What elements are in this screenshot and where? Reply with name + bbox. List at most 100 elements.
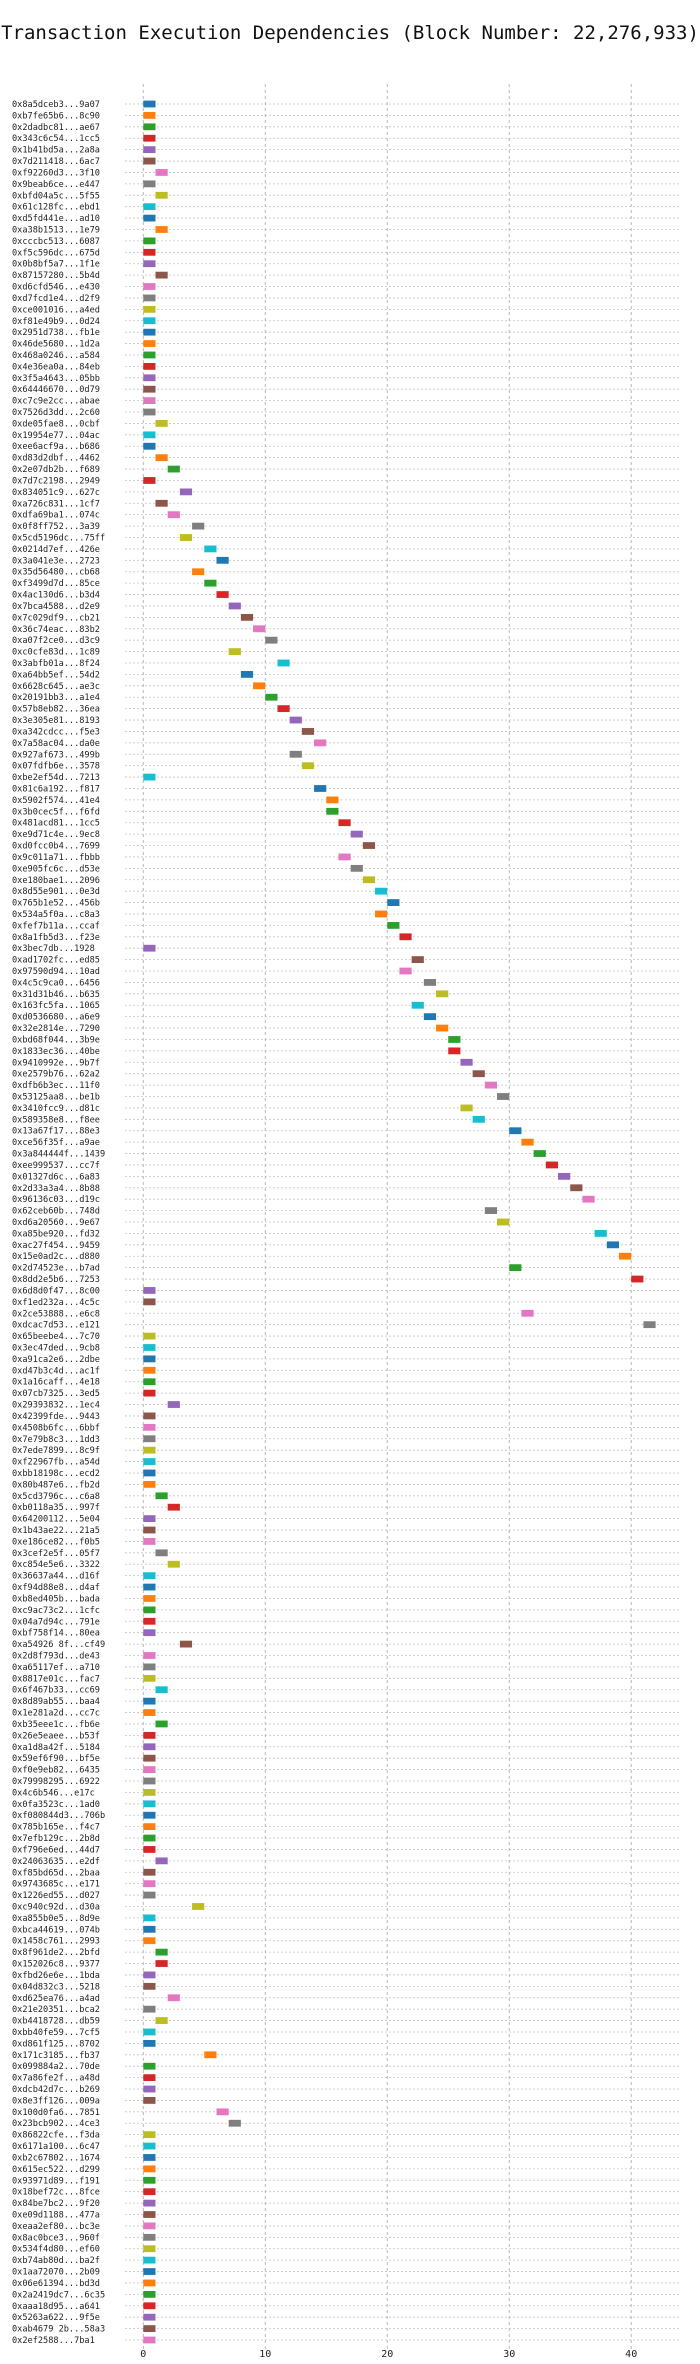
transaction-bar <box>155 1720 168 1728</box>
transaction-label: 0xdfb6b3ec...11f0 <box>12 1081 100 1091</box>
transaction-bar <box>143 1332 156 1340</box>
transaction-bar <box>143 442 156 450</box>
transaction-bar <box>143 2325 156 2332</box>
transaction-label: 0xe9d71c4e...9ec8 <box>12 830 100 840</box>
transaction-label: 0x765b1e52...456b <box>12 899 100 909</box>
transaction-label: 0x927af673...499b <box>12 750 100 760</box>
transaction-label: 0x65beebe4...7c70 <box>12 1332 100 1342</box>
transaction-bar <box>143 1287 156 1294</box>
transaction-label: 0x8f961de2...2bfd <box>12 1948 100 1958</box>
transaction-bar <box>143 248 156 256</box>
transaction-bar <box>314 785 327 792</box>
transaction-label: 0xce001016...a4ed <box>12 305 100 315</box>
transaction-bar <box>155 420 168 427</box>
transaction-label: 0xbfd04a5c...5f55 <box>12 191 100 201</box>
transaction-bar <box>216 556 229 564</box>
transaction-bar <box>143 1583 156 1591</box>
transaction-bar <box>375 910 388 918</box>
transaction-label: 0xd625ea76...a4ad <box>12 1994 100 2004</box>
transaction-label: 0x0214d7ef...426e <box>12 545 100 555</box>
transaction-bar <box>143 1378 156 1386</box>
transaction-label: 0x1b41bd5a...2a8a <box>12 146 100 156</box>
transaction-label: 0x615ec522...d299 <box>12 2165 100 2175</box>
transaction-bar <box>143 477 156 484</box>
transaction-bar <box>411 956 424 964</box>
transaction-bar <box>338 819 351 827</box>
transaction-label: 0x2a2419dc7...6c35 <box>12 2290 105 2300</box>
transaction-label: 0xbe2ef54d...7213 <box>12 773 100 783</box>
transaction-label: 0x9beab6ce...e447 <box>12 180 100 190</box>
transaction-bar <box>167 511 180 519</box>
transaction-label: 0x8a1fb5d3...f23e <box>12 933 100 943</box>
transaction-bar <box>143 283 156 290</box>
transaction-bar <box>240 671 254 678</box>
transaction-label: 0x0b8bf5a7...1f1e <box>12 260 100 270</box>
transaction-bar <box>314 739 327 747</box>
transaction-label: 0xaaa18d95...a641 <box>12 2302 100 2312</box>
transaction-bar <box>143 237 156 245</box>
transaction-label: 0xeaa2ef80...bc3e <box>12 2222 100 2232</box>
transaction-label: 0xb0118a35...997f <box>12 1503 100 1513</box>
transaction-label: 0x4e36ea0a...84eb <box>12 362 100 372</box>
transaction-bar <box>143 374 156 382</box>
transaction-bar <box>143 1766 156 1773</box>
transaction-label: 0x8a5dceb3...9a07 <box>12 100 100 110</box>
transaction-bar <box>143 2165 156 2173</box>
transaction-bar <box>253 682 266 690</box>
transaction-label: 0xe2579b76...62a2 <box>12 1070 100 1080</box>
transaction-bar <box>143 100 156 108</box>
transaction-bar <box>143 2290 156 2298</box>
transaction-bar <box>326 796 339 804</box>
transaction-label: 0x01327d6c...6a83 <box>12 1172 100 1182</box>
transaction-label: 0xa1d8a42f...5184 <box>12 1743 100 1753</box>
transaction-bar <box>448 1036 461 1043</box>
transaction-bar <box>143 1709 156 1716</box>
transaction-bar <box>509 1127 522 1135</box>
transaction-label: 0xc7c9e2cc...abae <box>12 397 100 407</box>
transaction-label: 0xde05fae8...0cbf <box>12 419 100 429</box>
transaction-label: 0xbb18198c...ecd2 <box>12 1469 100 1479</box>
transaction-label: 0x1226ed55...d027 <box>12 1891 100 1901</box>
transaction-label: 0xd5fd441e...ad10 <box>12 214 100 224</box>
transaction-bar <box>155 2017 168 2024</box>
transaction-label: 0x5263a622...9f5e <box>12 2313 100 2323</box>
transaction-bar <box>192 522 205 530</box>
transaction-bar <box>155 1686 168 1694</box>
transaction-label: 0xfbd26e6e...1bda <box>12 1971 100 1981</box>
transaction-bar <box>228 648 241 655</box>
transaction-label: 0x8e3ff126...009a <box>12 2096 100 2106</box>
transaction-label: 0x15e0ad2c...d880 <box>12 1252 100 1262</box>
transaction-bar <box>350 864 363 872</box>
transaction-label: 0x31d31b46...b635 <box>12 990 100 1000</box>
transaction-label: 0x7a58ac04...da0e <box>12 739 100 749</box>
transaction-bar <box>375 887 388 895</box>
transaction-label: 0x79998295...6922 <box>12 1777 100 1787</box>
transaction-label: 0xd47b3c4d...ac1f <box>12 1366 100 1376</box>
transaction-bar <box>362 842 376 849</box>
transaction-bar <box>143 2256 156 2264</box>
x-tick-label: 0 <box>140 2349 146 2360</box>
transaction-label: 0xe180bae1...2096 <box>12 876 100 886</box>
transaction-bar <box>143 2188 156 2196</box>
transaction-bar <box>143 112 156 119</box>
transaction-label: 0x7e79b8c3...1dd3 <box>12 1435 100 1445</box>
transaction-label: 0x7efb129c...2b8d <box>12 1834 100 1844</box>
transaction-label: 0x07fdfb6e...3578 <box>12 762 100 772</box>
transaction-label: 0xdcac7d53...e121 <box>12 1321 100 1331</box>
transaction-label: 0xa65117ef...a710 <box>12 1663 100 1673</box>
transaction-bar <box>143 1674 156 1682</box>
x-tick-label: 40 <box>625 2349 637 2360</box>
transaction-bar <box>143 2199 156 2207</box>
transaction-bar <box>436 990 449 998</box>
transaction-bar <box>423 1013 437 1021</box>
transaction-label: 0xee999537...cc7f <box>12 1161 100 1171</box>
transaction-label: 0x3a844444f...1439 <box>12 1150 105 1160</box>
transaction-bar <box>521 1138 534 1146</box>
transaction-label: 0xd7fcd1e4...d2f9 <box>12 294 100 304</box>
transaction-label: 0x04d832c3...5218 <box>12 1982 100 1992</box>
transaction-label: 0x93971d89...f191 <box>12 2176 100 2186</box>
transaction-label: 0x6d8d0f47...8c00 <box>12 1286 100 1296</box>
transaction-label: 0xa54926 8f...cf49 <box>12 1640 105 1650</box>
transaction-bar <box>143 2336 156 2344</box>
transaction-bar <box>594 1230 607 1237</box>
